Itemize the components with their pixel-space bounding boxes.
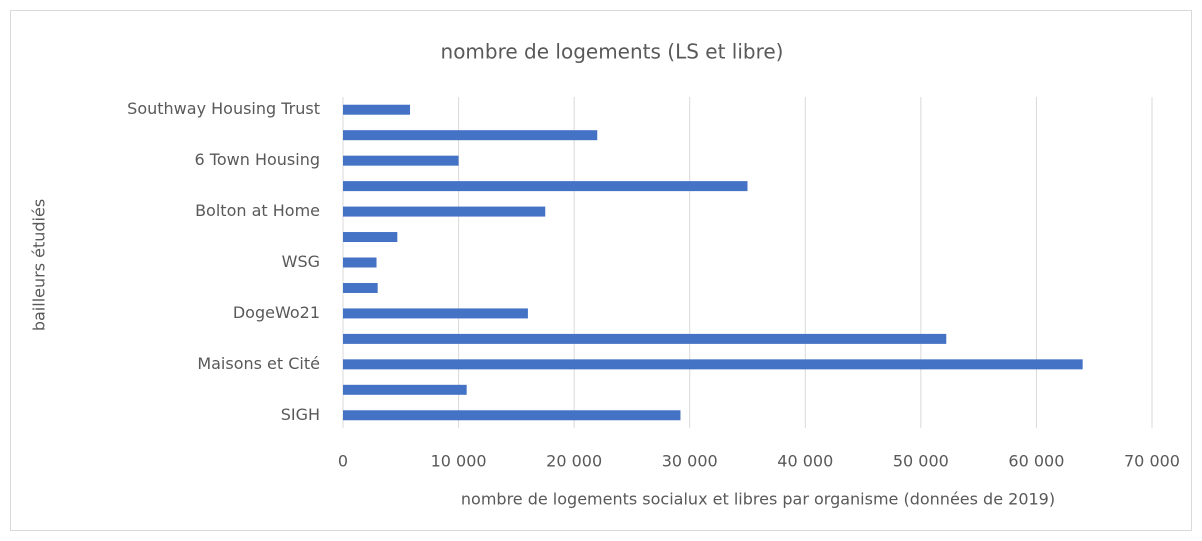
bar bbox=[343, 206, 546, 217]
bar bbox=[343, 155, 459, 166]
x-axis-label: nombre de logements socialux et libres p… bbox=[461, 490, 1055, 509]
y-tick-label: WSG bbox=[282, 252, 320, 271]
y-tick-label: Southway Housing Trust bbox=[127, 99, 320, 118]
x-tick-label: 20 000 bbox=[546, 452, 602, 471]
y-tick-label: Bolton at Home bbox=[195, 201, 320, 220]
x-tick-label: 0 bbox=[338, 452, 348, 471]
bar bbox=[343, 308, 528, 319]
bar bbox=[343, 333, 947, 344]
y-tick-label: Maisons et Cité bbox=[197, 354, 320, 373]
bar bbox=[343, 130, 598, 141]
bar bbox=[343, 384, 467, 395]
x-tick-label: 50 000 bbox=[893, 452, 949, 471]
bar bbox=[343, 359, 1083, 370]
bar bbox=[343, 257, 377, 268]
y-tick-label: SIGH bbox=[281, 405, 320, 424]
x-tick-label: 30 000 bbox=[662, 452, 718, 471]
x-tick-label: 70 000 bbox=[1124, 452, 1180, 471]
bar bbox=[343, 181, 748, 192]
x-tick-label: 60 000 bbox=[1008, 452, 1064, 471]
y-tick-label: 6 Town Housing bbox=[195, 150, 320, 169]
x-tick-label: 40 000 bbox=[777, 452, 833, 471]
bar bbox=[343, 282, 378, 293]
bar bbox=[343, 232, 398, 243]
chart-frame bbox=[10, 10, 1192, 531]
y-tick-label: DogeWo21 bbox=[233, 303, 320, 322]
x-tick-label: 10 000 bbox=[431, 452, 487, 471]
bar bbox=[343, 410, 681, 421]
chart-title: nombre de logements (LS et libre) bbox=[441, 40, 784, 64]
y-axis-label: bailleurs étudiés bbox=[30, 199, 49, 331]
bar bbox=[343, 104, 411, 115]
